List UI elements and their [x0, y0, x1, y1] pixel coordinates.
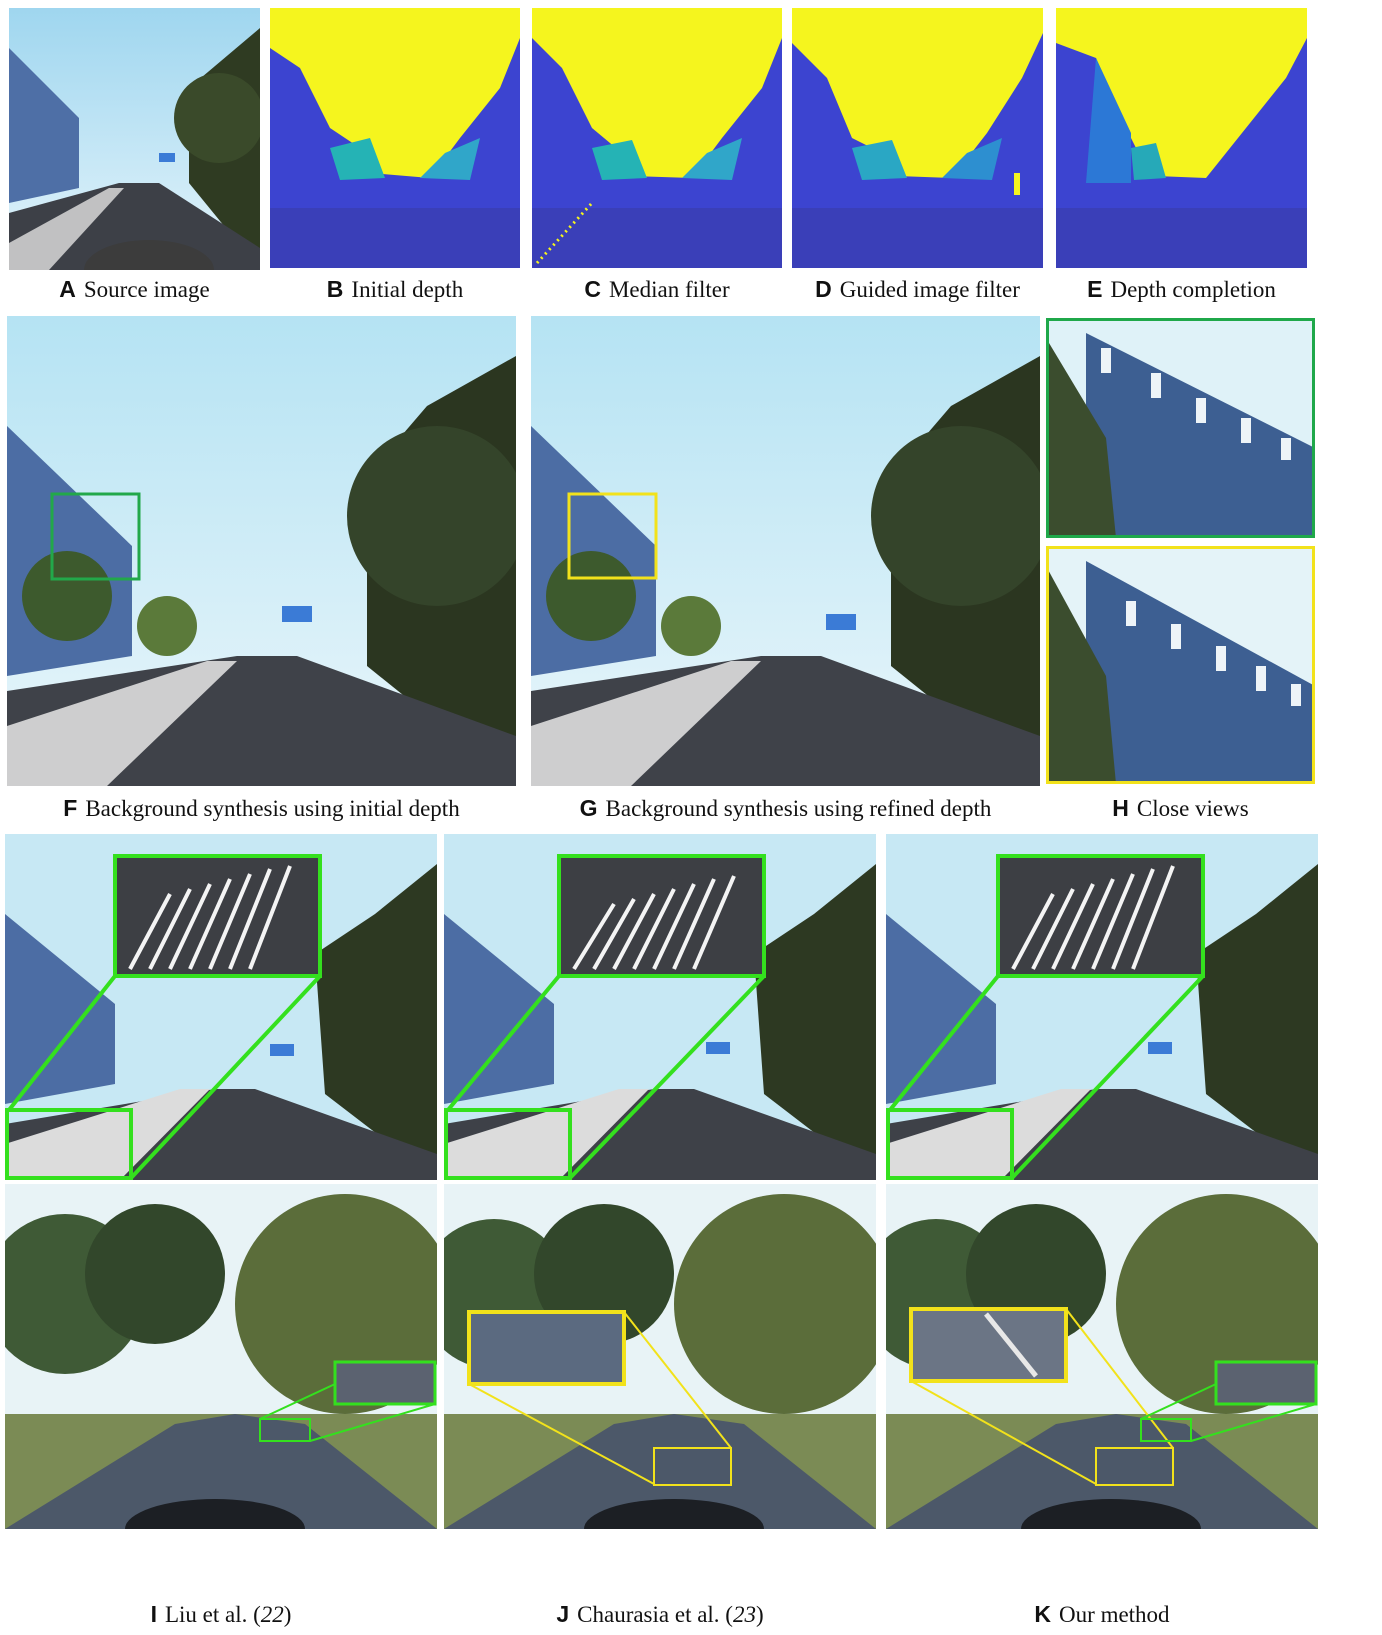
caption-c: C Median filter	[584, 276, 730, 302]
panel-h-close-view-green	[1046, 318, 1315, 538]
caption-h: H Close views	[1112, 795, 1249, 821]
panel-j-bottom	[444, 1184, 876, 1529]
panel-a-source-image	[9, 8, 260, 270]
panel-d-guided-image-filter	[792, 8, 1043, 268]
caption-k: K Our method	[1034, 1601, 1170, 1627]
caption-e: E Depth completion	[1087, 276, 1276, 302]
caption-j: J Chaurasia et al. (23)	[556, 1601, 764, 1627]
panel-f-background-synthesis-initial	[7, 316, 516, 786]
panel-k-bottom	[886, 1184, 1318, 1529]
caption-d: D Guided image filter	[815, 276, 1020, 302]
caption-a: A Source image	[59, 276, 210, 302]
panel-c-median-filter	[532, 8, 782, 268]
panel-g-background-synthesis-refined	[531, 316, 1040, 786]
caption-f: F Background synthesis using initial dept…	[63, 795, 460, 821]
panel-i-top	[5, 834, 437, 1180]
panel-e-depth-completion	[1056, 8, 1307, 268]
panel-b-initial-depth	[270, 8, 520, 268]
panel-h-close-view-yellow	[1046, 546, 1315, 784]
caption-i: I Liu et al. (22)	[150, 1601, 292, 1627]
caption-g: G Background synthesis using refined dept…	[579, 795, 992, 821]
panel-k-top	[886, 834, 1318, 1180]
panel-i-bottom	[5, 1184, 437, 1529]
caption-b: B Initial depth	[326, 276, 464, 302]
panel-j-top	[444, 834, 876, 1180]
